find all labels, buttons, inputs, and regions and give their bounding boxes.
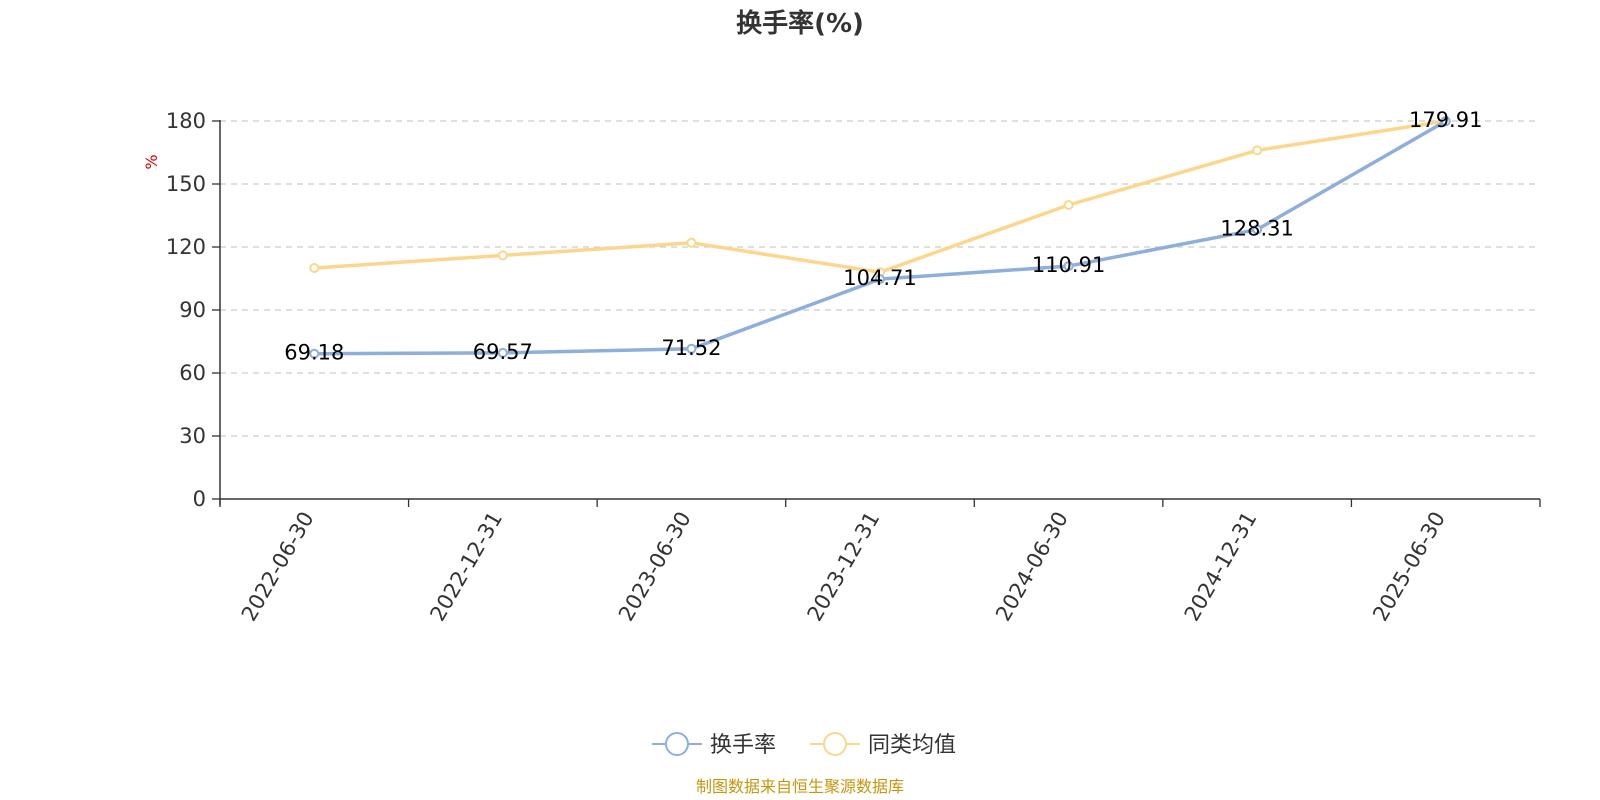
data-label: 110.91	[1032, 253, 1105, 277]
data-point	[309, 348, 320, 359]
data-point	[497, 347, 508, 358]
data-point	[686, 343, 697, 354]
legend-item[interactable]: 换手率	[652, 732, 776, 758]
legend-marker	[665, 732, 689, 756]
x-tick-label: 2022-12-31	[425, 508, 507, 626]
data-point	[686, 237, 697, 248]
data-label: 71.52	[661, 336, 721, 360]
series-layer	[309, 116, 1451, 359]
data-point	[1063, 200, 1074, 210]
grid-lines	[220, 120, 1540, 437]
data-point	[1063, 261, 1074, 272]
data-point	[875, 274, 885, 285]
data-point	[1252, 145, 1263, 156]
x-tick-label: 2023-12-31	[803, 508, 885, 626]
data-label: 179.91	[1409, 108, 1482, 132]
x-tick-label: 2025-06-30	[1368, 508, 1450, 626]
y-tick-label: 60	[179, 361, 206, 385]
data-label: 69.18	[284, 341, 344, 365]
data-point	[309, 263, 320, 273]
y-tick-label: 30	[179, 424, 206, 448]
chart-title: 换手率(%)	[736, 8, 864, 39]
x-tick-label: 2024-06-30	[991, 508, 1073, 626]
data-point	[1440, 116, 1451, 127]
x-tick-label: 2023-06-30	[614, 508, 696, 626]
y-tick-label: 0	[193, 487, 206, 511]
data-point	[1252, 224, 1263, 235]
legend-marker	[823, 732, 847, 756]
series-line	[312, 119, 1448, 274]
y-axis-unit: %	[142, 154, 161, 169]
x-tick-label: 2024-12-31	[1180, 508, 1262, 626]
legend-label: 换手率	[710, 733, 776, 758]
y-tick-label: 120	[166, 235, 206, 259]
legend[interactable]: 换手率 同类均值	[652, 732, 956, 758]
data-labels: 69.18 69.57 71.52 104.71 110.91 128.31 179.91	[284, 108, 1482, 365]
y-tick-label: 150	[166, 172, 206, 196]
data-label: 128.31	[1220, 217, 1293, 241]
data-point	[497, 250, 508, 261]
y-tick-label: 180	[166, 109, 206, 133]
data-label: 69.57	[473, 340, 533, 364]
y-tick-label: 90	[179, 298, 206, 322]
source-note: 制图数据来自恒生聚源数据库	[696, 777, 904, 796]
legend-item[interactable]: 同类均值	[810, 732, 956, 758]
data-label: 104.71	[843, 266, 916, 290]
x-tick-label: 2022-06-30	[237, 508, 319, 626]
legend-label: 同类均值	[868, 733, 956, 758]
